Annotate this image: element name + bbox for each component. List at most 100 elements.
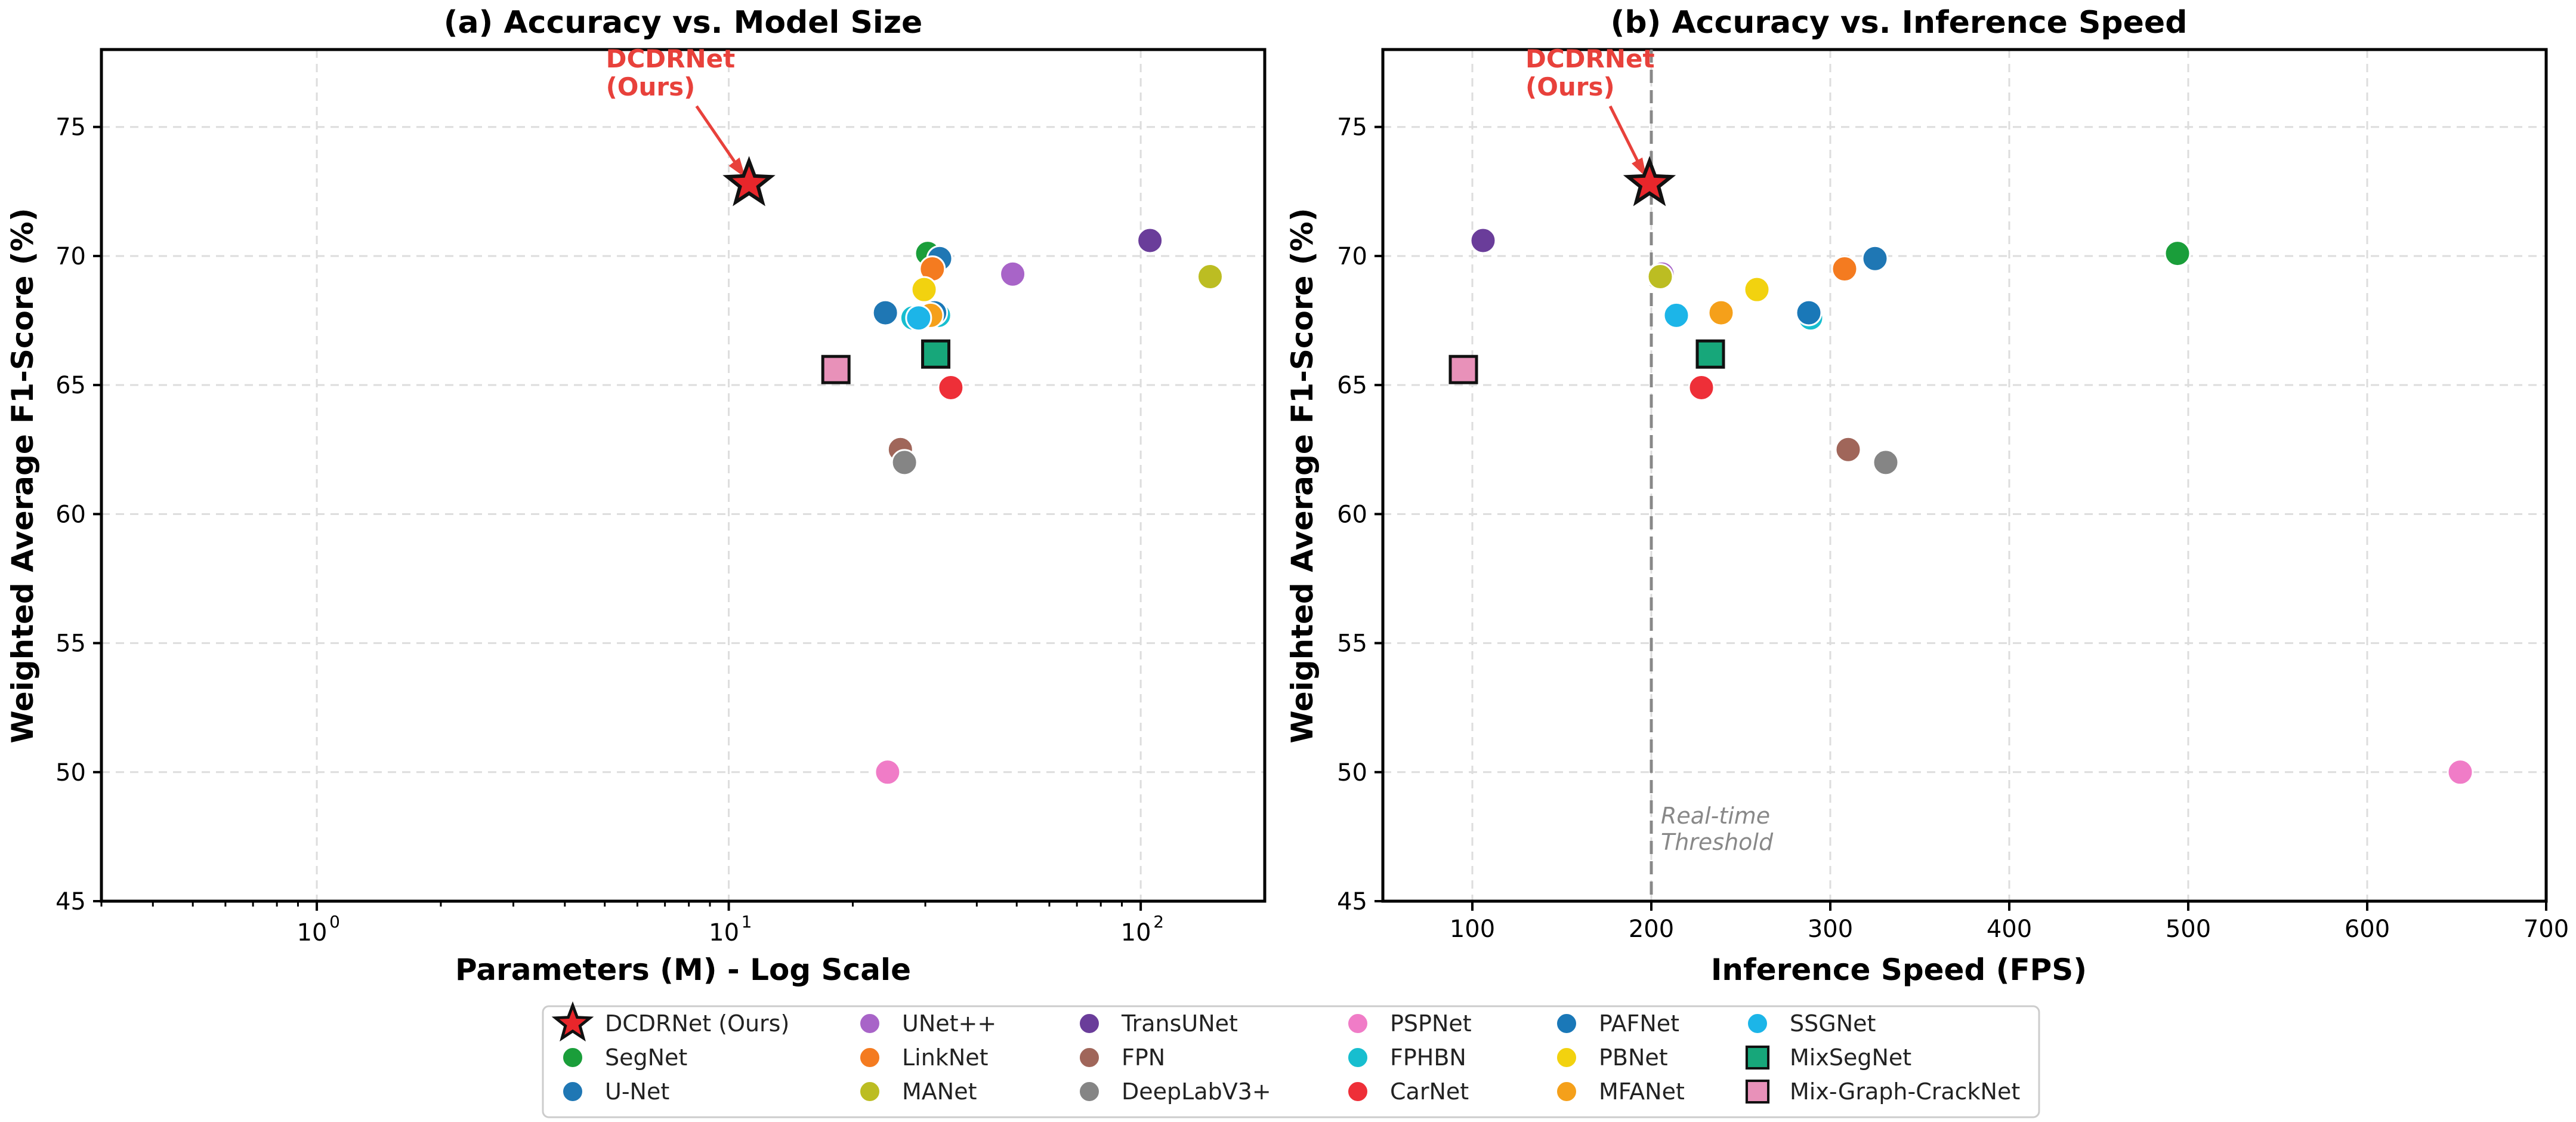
panel-a-title: (a) Accuracy vs. Model Size: [444, 5, 923, 41]
legend-marker: [1346, 1046, 1369, 1069]
panel-a-point: [1196, 263, 1224, 291]
legend-marker: [1746, 1012, 1769, 1035]
panel-b-point: [1469, 227, 1497, 254]
panel-a-xtick-exponent: 1: [742, 912, 752, 932]
legend-label: SegNet: [605, 1044, 687, 1071]
legend-label: UNet++: [902, 1010, 996, 1037]
legend-label: FPN: [1122, 1044, 1165, 1071]
panel-b-point: [2164, 240, 2191, 267]
legend-label: PBNet: [1599, 1044, 1668, 1071]
panel-b-xtick-label: 300: [1808, 916, 1853, 943]
panel-b-point: [1663, 301, 1690, 329]
legend-label: MFANet: [1599, 1078, 1685, 1105]
panel-b-xtick-label: 200: [1629, 916, 1674, 943]
panel-a-point: [910, 276, 938, 303]
panel-b-annotation: DCDRNet (Ours): [1525, 44, 1655, 178]
legend-marker: [1745, 1079, 1770, 1104]
panel-a-point: [999, 260, 1027, 288]
legend-marker: [1555, 1012, 1578, 1035]
panel-b-ytick-label: 70: [1337, 243, 1367, 270]
panel-b-ytick-label: 45: [1337, 888, 1367, 916]
panel-a-annotation: DCDRNet (Ours): [606, 44, 746, 178]
panel-b: (b) Accuracy vs. Inference Speed 45 50 55 6…: [1285, 5, 2569, 987]
panel-b-xtick-label: 400: [1987, 916, 2032, 943]
panel-b-point: [1448, 355, 1478, 384]
legend-frame: [542, 1005, 2040, 1118]
panel-b-point: [1795, 299, 1823, 326]
panel-a-xtick-exponent: 0: [329, 912, 340, 932]
legend-marker: [561, 1046, 584, 1069]
panel-a-point: [905, 304, 932, 332]
panel-b-point: [1831, 255, 1858, 283]
panel-b-point: [1707, 299, 1735, 326]
panel-a: (a) Accuracy vs. Model Size 45 50 55 60 65 70…: [5, 5, 1267, 987]
panel-b-xtick-label: 500: [2166, 916, 2211, 943]
legend-label: DeepLabV3+: [1122, 1078, 1271, 1105]
panel-b-point: [1695, 339, 1725, 369]
panel-a-xtick-label: 10: [297, 919, 328, 947]
panel-a-xtick-label: 10: [1121, 919, 1151, 947]
panel-a-point: [1136, 227, 1164, 254]
legend-marker: [1555, 1080, 1578, 1103]
legend-marker: [561, 1080, 584, 1103]
panel-a-point: [872, 299, 899, 326]
panel-a-ylabel: Weighted Average F1-Score (%): [5, 208, 40, 743]
panel-b-annotation-line2: (Ours): [1525, 72, 1615, 101]
panel-a-point: [874, 759, 901, 786]
panel-b-xtick-label: 600: [2345, 916, 2390, 943]
panel-a-points: [722, 156, 1224, 786]
panel-a-point: [722, 156, 776, 206]
panel-a-axes-frame: [100, 48, 1267, 903]
legend-marker: [858, 1012, 881, 1035]
panel-b-point: [1743, 276, 1771, 303]
panel-b-annotation-arrow: [1608, 105, 1644, 171]
panel-a-annotation-line1: DCDRNet: [606, 44, 736, 73]
panel-b-title: (b) Accuracy vs. Inference Speed: [1611, 5, 2188, 41]
panel-b-annotation-arrowhead: [1632, 157, 1647, 178]
legend-label: PAFNet: [1599, 1010, 1679, 1037]
panel-a-xtick-exponent: 2: [1153, 912, 1164, 932]
legend-label: FPHBN: [1390, 1044, 1466, 1071]
threshold-label-line1: Real-time: [1661, 803, 1770, 829]
panel-a-ytick-label: 60: [55, 501, 86, 528]
panel-a-point: [821, 355, 851, 384]
panel-b-xtick-label: 100: [1450, 916, 1495, 943]
legend-marker: [1346, 1080, 1369, 1103]
panel-b-point: [1688, 374, 1715, 401]
panel-b-point: [1647, 263, 1674, 291]
panel-b-annotation-line1: DCDRNet: [1525, 44, 1655, 73]
legend-marker: [1078, 1012, 1101, 1035]
panel-a-annotation-arrowhead: [728, 157, 746, 178]
legend-label: DCDRNet (Ours): [605, 1010, 789, 1037]
legend-label: Mix-Graph-CrackNet: [1790, 1078, 2020, 1105]
legend-label: CarNet: [1390, 1078, 1469, 1105]
panel-b-ticks: 45 50 55 60 65 70 75 100 200 300 400 500 600 700: [1337, 114, 2569, 943]
legend-marker: [858, 1046, 881, 1069]
legend-label: U-Net: [605, 1078, 669, 1105]
legend-marker: [1745, 1045, 1770, 1070]
panel-b-points: [1448, 156, 2474, 786]
legend-label: TransUNet: [1121, 1010, 1238, 1037]
panel-b-ytick-label: 75: [1337, 114, 1367, 141]
panel-a-ytick-label: 75: [55, 114, 86, 141]
legend-marker: [551, 1001, 594, 1042]
panel-a-ytick-label: 50: [55, 759, 86, 787]
legend-items: DCDRNet (Ours) SegNet U-Net UNet++ LinkNet MA…: [551, 1001, 2020, 1105]
legend-marker: [858, 1080, 881, 1103]
panel-b-point: [1872, 449, 1899, 476]
panel-a-point: [937, 374, 965, 401]
panel-a-ytick-label: 45: [55, 888, 86, 916]
panel-a-annotation-arrow: [695, 105, 742, 172]
legend-label: MANet: [902, 1078, 977, 1105]
threshold-label-line2: Threshold: [1661, 829, 1774, 855]
legend: DCDRNet (Ours) SegNet U-Net UNet++ LinkNet MA…: [542, 1001, 2040, 1118]
panel-a-ytick-label: 55: [55, 630, 86, 658]
panel-a-ytick-label: 65: [55, 372, 86, 399]
panel-b-ytick-label: 60: [1337, 501, 1367, 528]
legend-marker: [1078, 1080, 1101, 1103]
panel-b-axes-frame: [1381, 48, 2548, 903]
panel-a-ytick-label: 70: [55, 243, 86, 270]
legend-label: MixSegNet: [1790, 1044, 1911, 1071]
